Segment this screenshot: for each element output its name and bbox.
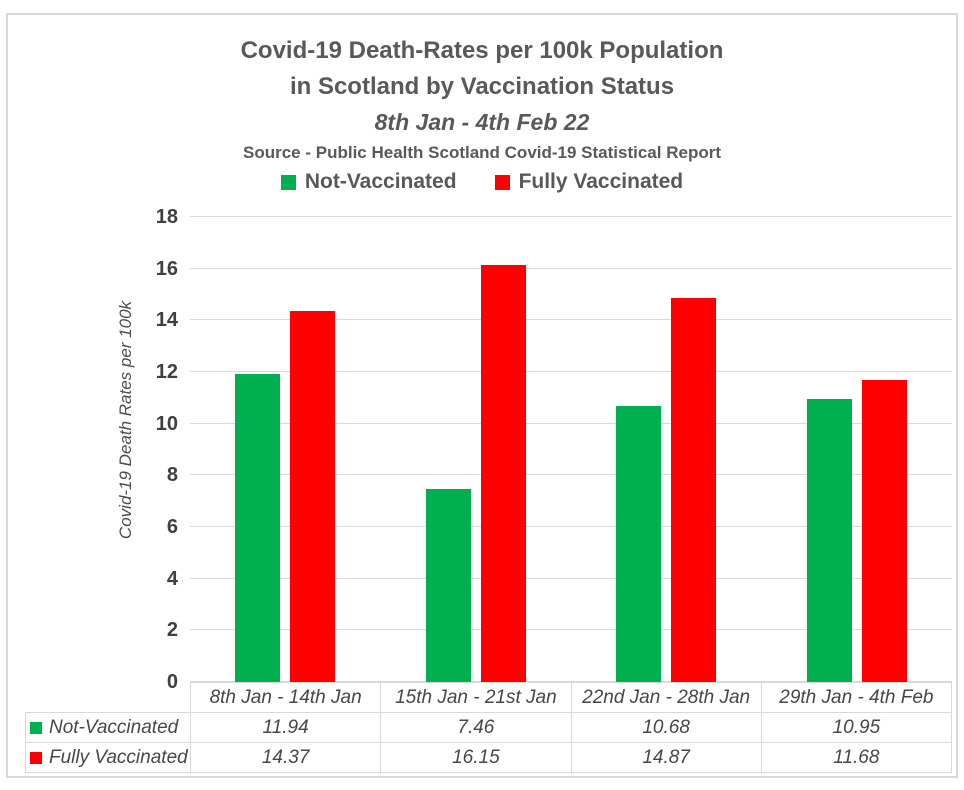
table-row-label: Fully Vaccinated [25, 742, 191, 773]
y-tick-label: 12 [155, 360, 178, 383]
bar-not-vaccinated [235, 373, 281, 682]
table-header-row: 8th Jan - 14th Jan 15th Jan - 21st Jan 22n… [26, 682, 953, 713]
table-series-name: Fully Vaccinated [49, 746, 188, 768]
table-category-header: 29th Jan - 4th Feb [760, 682, 953, 713]
bar-group-15th-jan-21st-jan [381, 217, 572, 682]
gridline [190, 371, 952, 373]
y-tick-label: 10 [155, 412, 178, 435]
bar-group-8th-jan-14th-jan [190, 217, 381, 682]
chart-subtitle-date-range: 8th Jan - 4th Feb 22 [374, 109, 590, 135]
table-value-cell: 7.46 [380, 712, 572, 743]
gridline [190, 422, 952, 424]
bar-not-vaccinated [425, 489, 471, 682]
y-tick-label: 4 [166, 567, 178, 590]
legend-item-fully-vaccinated: Fully Vaccinated [494, 170, 684, 194]
table-value-cell: 14.37 [189, 742, 382, 773]
data-table: 8th Jan - 14th Jan 15th Jan - 21st Jan 22n… [25, 682, 953, 773]
y-tick-label: 14 [155, 309, 178, 332]
table-row-not-vaccinated: Not-Vaccinated 11.94 7.46 10.68 10.95 [25, 712, 953, 743]
y-axis-tick-labels: 0 2 4 6 8 10 12 14 16 18 [88, 206, 178, 693]
chart-title-line-2: in Scotland by Vaccination Status [289, 73, 675, 100]
bar-group-22nd-jan-28th-jan [571, 217, 762, 682]
table-value-cell: 16.15 [380, 742, 572, 773]
gridline [190, 577, 952, 579]
y-tick-label: 8 [166, 464, 178, 487]
bar-series-container [190, 217, 952, 682]
gridline [190, 681, 952, 682]
table-category-header: 15th Jan - 21st Jan [380, 682, 572, 713]
table-value-cell: 10.95 [760, 712, 953, 743]
legend-label: Not-Vaccinated [304, 170, 457, 193]
gridline [190, 319, 952, 321]
legend-swatch-fully-vaccinated [494, 174, 510, 190]
table-value-cell: 11.68 [760, 742, 953, 773]
table-category-header: 22nd Jan - 28th Jan [570, 682, 762, 713]
bar-fully-vaccinated [480, 264, 526, 682]
y-tick-label: 18 [155, 206, 178, 228]
gridline [190, 474, 952, 476]
gridline [190, 526, 952, 528]
bar-fully-vaccinated [671, 297, 717, 682]
bar-fully-vaccinated [861, 380, 907, 682]
chart-title-block: Covid-19 Death-Rates per 100k Population… [8, 33, 956, 166]
legend: Not-Vaccinated Fully Vaccinated [8, 170, 956, 194]
y-tick-label: 0 [166, 671, 178, 693]
table-legend-key-not-vaccinated [30, 721, 42, 734]
table-row-label: Not-Vaccinated [25, 712, 191, 743]
y-tick-label: 6 [166, 515, 178, 538]
chart-source-caption: Source - Public Health Scotland Covid-19… [243, 143, 721, 162]
table-value-cell: 11.94 [189, 712, 382, 743]
chart-frame: Covid-19 Death-Rates per 100k Population… [6, 13, 958, 778]
bar-fully-vaccinated [290, 310, 336, 682]
gridline [190, 267, 952, 269]
table-legend-key-fully-vaccinated [30, 751, 42, 764]
table-row-fully-vaccinated: Fully Vaccinated 14.37 16.15 14.87 11.68 [25, 742, 953, 773]
gridline [190, 629, 952, 631]
bar-not-vaccinated [806, 399, 852, 682]
table-series-name: Not-Vaccinated [49, 716, 179, 738]
table-value-cell: 14.87 [570, 742, 762, 773]
bar-not-vaccinated [616, 406, 662, 682]
table-category-header: 8th Jan - 14th Jan [189, 682, 382, 713]
table-blank-cell [26, 683, 191, 713]
legend-item-not-vaccinated: Not-Vaccinated [280, 170, 457, 194]
y-tick-label: 16 [155, 257, 178, 280]
gridline [190, 216, 952, 217]
bar-group-29th-jan-4th-feb [762, 217, 953, 682]
legend-label: Fully Vaccinated [518, 170, 684, 193]
legend-swatch-not-vaccinated [280, 174, 296, 190]
y-tick-label: 2 [166, 619, 178, 642]
chart-title-line-1: Covid-19 Death-Rates per 100k Population [240, 37, 724, 64]
table-value-cell: 10.68 [570, 712, 762, 743]
data-table-body: 8th Jan - 14th Jan 15th Jan - 21st Jan 22n… [25, 682, 953, 773]
plot-area [190, 216, 952, 682]
